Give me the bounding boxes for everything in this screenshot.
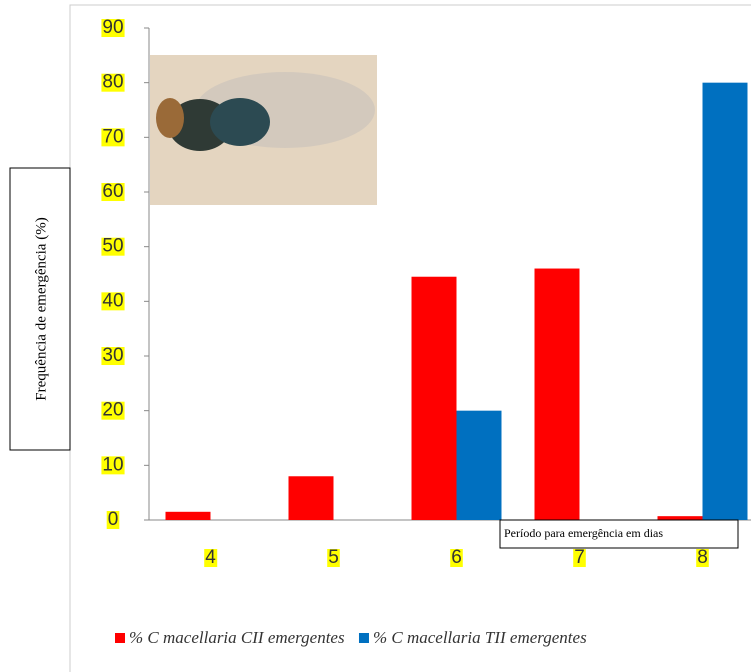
- y-tick-label: 40: [102, 290, 123, 311]
- x-tick-label: 4: [205, 547, 216, 568]
- tick-highlight: [101, 183, 125, 202]
- bar: [165, 511, 211, 520]
- tick-highlight: [450, 549, 463, 568]
- y-tick-label: 20: [102, 400, 123, 421]
- tick-highlight: [204, 549, 218, 568]
- y-tick-label: 90: [102, 17, 123, 38]
- x-axis-label: Período para emergência em dias: [504, 526, 663, 540]
- tick-highlight: [101, 401, 125, 420]
- x-tick-label: 7: [574, 547, 585, 568]
- tick-highlight: [101, 19, 125, 38]
- y-tick-label: 50: [102, 236, 123, 257]
- y-tick-label: 60: [102, 181, 123, 202]
- tick-highlight: [101, 292, 125, 311]
- tick-highlight: [101, 347, 125, 366]
- legend-label: % C macellaria CII emergentes: [129, 628, 345, 647]
- legend-swatch: [115, 633, 125, 643]
- tick-highlight: [696, 549, 709, 568]
- y-tick-label: 80: [102, 72, 123, 93]
- tick-highlight: [573, 549, 586, 568]
- bar: [456, 410, 502, 520]
- x-label-box: [499, 519, 739, 549]
- bar: [288, 476, 334, 520]
- legend-swatch: [358, 633, 369, 643]
- legend-label: % C macellaria TII emergentes: [373, 628, 587, 647]
- y-tick-label: 30: [102, 345, 123, 366]
- bar: [702, 82, 748, 521]
- y-axis-label: Frequência de emergência (%): [33, 217, 49, 400]
- x-tick-label: 8: [697, 547, 708, 568]
- tick-highlight: [101, 237, 125, 256]
- bar: [411, 276, 457, 520]
- x-tick-label: 6: [451, 547, 462, 568]
- bar: [657, 516, 703, 520]
- y-tick-label: 70: [102, 126, 123, 147]
- tick-highlight: [327, 549, 340, 568]
- x-tick-label: 5: [328, 547, 339, 568]
- tick-highlight: [101, 73, 125, 92]
- tick-highlight: [101, 128, 125, 147]
- tick-highlight: [101, 456, 125, 475]
- bar: [534, 268, 580, 520]
- y-label-box: [9, 167, 71, 451]
- fly-photo: [150, 55, 377, 205]
- y-tick-label: 10: [102, 454, 123, 475]
- tick-highlight: [106, 511, 120, 530]
- y-tick-label: 0: [108, 509, 119, 530]
